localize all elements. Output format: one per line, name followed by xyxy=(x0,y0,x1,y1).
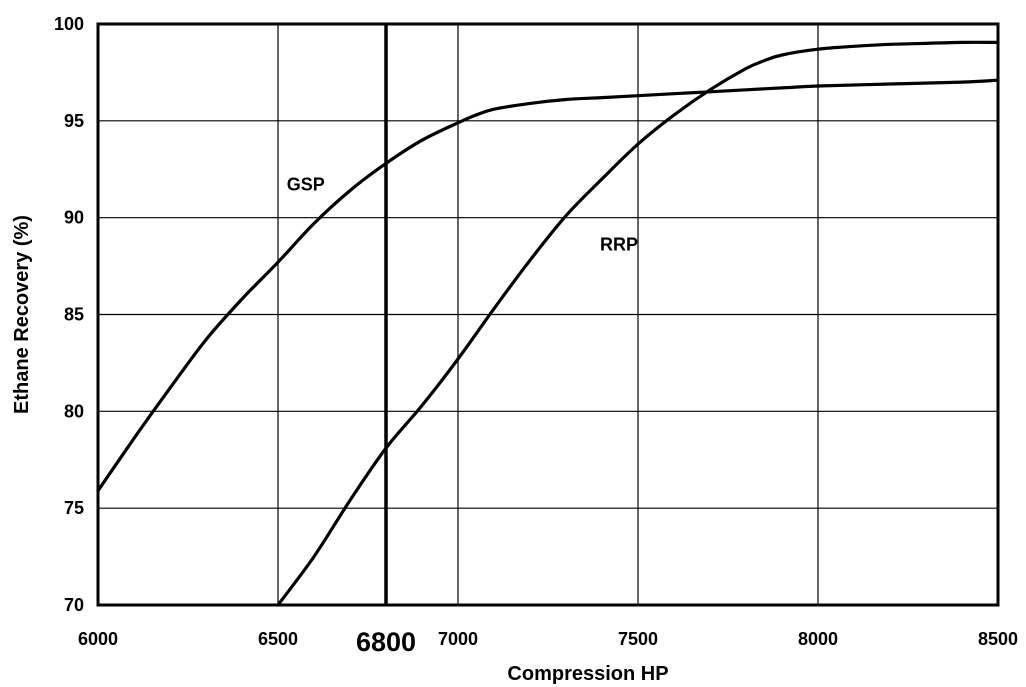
series-line-gsp xyxy=(96,78,1000,493)
reference-line-group: 6800 xyxy=(356,24,416,657)
y-tick-label: 90 xyxy=(64,208,84,228)
grid-lines xyxy=(97,23,999,606)
series-label-rrp: RRP xyxy=(600,235,638,255)
x-tick-label: 8000 xyxy=(798,629,838,649)
y-tick-label: 85 xyxy=(64,305,84,325)
y-tick-label: 75 xyxy=(64,498,84,518)
x-tick-label: 8500 xyxy=(978,629,1018,649)
y-tick-label: 80 xyxy=(64,401,84,421)
reference-line-label: 6800 xyxy=(356,627,416,657)
series-line-rrp xyxy=(276,40,1000,607)
x-tick-label: 7500 xyxy=(618,629,658,649)
x-tick-labels: 6000 6500 7000 7500 8000 8500 xyxy=(78,629,1018,649)
y-axis-title: Ethane Recovery (%) xyxy=(11,215,33,414)
y-tick-labels: 70 75 80 85 90 95 100 xyxy=(54,14,84,615)
x-tick-label: 7000 xyxy=(438,629,478,649)
x-axis-title: Compression HP xyxy=(507,663,668,685)
y-tick-label: 100 xyxy=(54,14,84,34)
x-tick-label: 6000 xyxy=(78,629,118,649)
series-labels: GSP RRP xyxy=(287,175,638,255)
plot-frame xyxy=(96,22,1000,607)
series-label-gsp: GSP xyxy=(287,175,325,195)
x-tick-label: 6500 xyxy=(258,629,298,649)
y-tick-label: 95 xyxy=(64,111,84,131)
series-curves xyxy=(96,40,1000,607)
y-tick-label: 70 xyxy=(64,595,84,615)
